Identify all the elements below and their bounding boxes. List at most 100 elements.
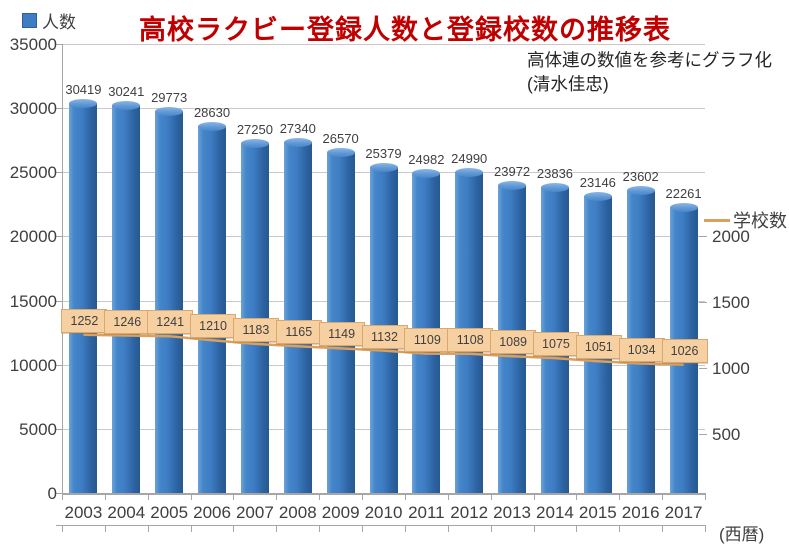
x-axis-lower-tick — [104, 526, 106, 532]
gridline — [62, 44, 705, 45]
line-value-label: 1026 — [661, 338, 708, 363]
line-value-label: 1132 — [361, 324, 408, 349]
left-axis-tick-label: 35000 — [9, 35, 57, 54]
x-axis-lower-tick — [233, 526, 235, 532]
x-axis-category-label: 2016 — [621, 503, 660, 522]
right-axis-tick — [699, 434, 707, 435]
bar-value-label: 23146 — [579, 175, 616, 191]
annotation: 高体連の数値を参考にグラフ化 (清水佳忠) — [527, 48, 772, 96]
players-legend: 人数 — [22, 8, 76, 33]
left-axis-tick — [55, 172, 62, 174]
right-axis-tick-label: 1000 — [712, 359, 750, 378]
x-axis-category-label: 2014 — [536, 503, 574, 522]
x-axis-category-label: 2013 — [493, 503, 531, 522]
bar-value-label: 22261 — [665, 186, 702, 202]
x-axis-tick — [104, 495, 106, 500]
bar — [69, 98, 98, 493]
line-value-label: 1089 — [490, 330, 537, 355]
x-axis-category-label: 2015 — [578, 503, 617, 522]
bar — [112, 101, 141, 493]
bar-value-label: 27340 — [279, 121, 316, 137]
x-axis-tick — [190, 495, 192, 500]
x-axis-lower-tick — [319, 526, 321, 532]
left-axis-tick — [55, 236, 62, 238]
x-axis-category-label: 2004 — [107, 503, 146, 522]
line-value-label: 1183 — [232, 317, 279, 342]
schools-legend: 学校数 — [704, 207, 787, 233]
x-axis-tick — [319, 495, 321, 500]
line-value-label: 1241 — [147, 310, 194, 335]
x-axis-tick — [404, 495, 406, 500]
right-axis-tick — [699, 368, 707, 369]
x-axis-lower-tick — [362, 526, 364, 532]
bar-value-label: 24990 — [451, 151, 488, 167]
right-axis-tick — [699, 236, 707, 237]
annotation-line1: 高体連の数値を参考にグラフ化 — [527, 50, 772, 70]
left-axis-tick — [55, 108, 62, 110]
players-legend-label: 人数 — [42, 13, 76, 32]
gridline — [62, 108, 705, 110]
x-axis-tick — [233, 495, 235, 500]
line-value-label: 1051 — [575, 335, 622, 360]
bar-value-label: 24982 — [408, 151, 445, 167]
left-axis-tick-label: 15000 — [9, 291, 57, 311]
x-axis-tick — [662, 495, 664, 500]
left-axis-tick-label: 5000 — [19, 419, 57, 439]
bar-value-label: 30419 — [65, 81, 102, 97]
line-value-label: 1075 — [532, 332, 579, 357]
x-axis-tick — [276, 495, 278, 500]
left-axis-tick — [55, 428, 62, 430]
bar — [283, 138, 312, 493]
bar — [198, 121, 227, 493]
x-axis-line — [62, 493, 706, 495]
right-axis-tick-label: 500 — [712, 425, 741, 444]
x-axis-lower-line — [56, 525, 706, 526]
right-axis-tick — [699, 302, 707, 303]
x-axis-lower-tick — [490, 526, 492, 532]
x-axis-lower-tick — [533, 526, 535, 532]
x-axis-lower-tick — [147, 526, 149, 532]
x-axis-category-label: 2011 — [408, 503, 445, 522]
players-legend-swatch-icon — [22, 13, 37, 28]
x-axis-category-label: 2008 — [278, 503, 317, 522]
line-value-label: 1210 — [190, 314, 237, 339]
left-axis-tick — [55, 493, 62, 494]
bar-value-label: 27250 — [236, 122, 273, 138]
x-axis-tick — [490, 495, 492, 500]
left-axis-tick-label: 20000 — [9, 227, 57, 247]
x-axis-tick — [533, 495, 535, 500]
chart-title: 高校ラクビー登録人数と登録校数の推移表 — [139, 15, 671, 45]
x-axis-lower-tick — [662, 526, 664, 532]
line-value-label: 1252 — [61, 308, 108, 333]
bar-value-label: 29773 — [151, 90, 188, 106]
line-value-label: 1109 — [404, 327, 451, 352]
line-value-label: 1149 — [318, 322, 365, 347]
left-axis-tick-label: 10000 — [9, 355, 57, 375]
left-axis-tick-label: 25000 — [9, 163, 57, 183]
bar-value-label: 23836 — [536, 166, 574, 182]
x-axis-tick — [619, 495, 621, 500]
x-axis-lower-tick — [576, 526, 578, 532]
x-axis-category-label: 2010 — [364, 503, 403, 522]
bar — [155, 107, 184, 493]
line-value-label: 1108 — [447, 327, 494, 352]
line-value-label: 1165 — [275, 320, 322, 345]
left-axis-tick-label: 30000 — [9, 99, 57, 119]
left-axis-tick — [55, 364, 62, 366]
annotation-line2: (清水佳忠) — [527, 74, 609, 94]
right-axis-tick-label: 2000 — [712, 227, 750, 246]
left-axis-line — [62, 44, 63, 499]
schools-legend-line-icon — [704, 218, 730, 222]
bar-value-label: 23602 — [622, 169, 659, 185]
bar-value-label: 30241 — [108, 84, 145, 100]
x-axis-lower-tick — [447, 526, 449, 532]
x-axis-lower-tick — [62, 526, 63, 532]
x-axis-category-label: 2017 — [664, 503, 703, 522]
x-axis-lower-tick — [276, 526, 278, 532]
x-axis-category-label: 2009 — [321, 503, 360, 522]
x-axis-caption: (西暦) — [719, 525, 765, 544]
bar-value-label: 28630 — [193, 104, 231, 120]
x-axis-lower-tick — [705, 526, 706, 532]
x-axis-tick — [362, 495, 364, 500]
